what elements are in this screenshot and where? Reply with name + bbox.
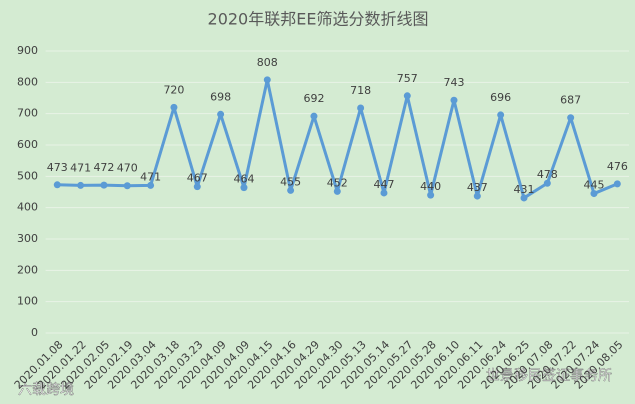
y-tick-label: 200 [17, 263, 38, 276]
data-point [543, 179, 551, 187]
data-label: 440 [420, 180, 441, 193]
y-tick-label: 300 [17, 232, 38, 245]
data-point [450, 96, 458, 104]
data-label: 757 [397, 72, 418, 85]
y-tick-label: 0 [31, 326, 38, 339]
data-label: 808 [257, 56, 278, 69]
data-point [263, 76, 271, 84]
data-label: 718 [350, 84, 371, 97]
watermark: 六载跨境 [18, 382, 74, 398]
data-label: 687 [560, 94, 581, 107]
data-label: 464 [233, 173, 254, 186]
data-label: 476 [607, 160, 628, 173]
data-point [77, 181, 85, 189]
data-point [217, 110, 225, 118]
data-label: 467 [187, 172, 208, 185]
y-tick-label: 400 [17, 201, 38, 214]
data-point [427, 191, 435, 199]
data-point [147, 181, 155, 189]
data-point [473, 192, 481, 200]
data-point [357, 104, 365, 112]
data-label: 445 [583, 179, 604, 192]
y-tick-label: 600 [17, 138, 38, 151]
y-tick-label: 500 [17, 169, 38, 182]
watermark: 世景移民签证事务所 [486, 367, 612, 384]
data-point [590, 190, 598, 198]
data-label: 470 [117, 162, 138, 175]
y-tick-label: 100 [17, 295, 38, 308]
y-tick-label: 800 [17, 75, 38, 88]
data-point [333, 187, 341, 195]
data-point [497, 111, 505, 119]
data-point [123, 182, 131, 190]
data-label: 698 [210, 90, 231, 103]
data-point [53, 181, 61, 189]
data-point [100, 181, 108, 189]
data-label: 473 [47, 161, 68, 174]
data-label: 455 [280, 175, 301, 188]
data-label: 452 [327, 176, 348, 189]
data-point [520, 194, 528, 202]
data-label: 472 [93, 161, 114, 174]
data-label: 471 [140, 170, 161, 183]
data-point [287, 186, 295, 194]
data-point [240, 184, 248, 192]
data-point [567, 114, 575, 122]
y-tick-label: 900 [17, 44, 38, 57]
data-label: 437 [467, 181, 488, 194]
data-label: 478 [537, 168, 558, 181]
data-point [403, 92, 411, 100]
data-label: 447 [373, 178, 394, 191]
data-label: 431 [513, 183, 534, 196]
data-label: 743 [443, 76, 464, 89]
data-label: 696 [490, 91, 511, 104]
data-label: 720 [163, 83, 184, 96]
y-tick-label: 700 [17, 107, 38, 120]
data-point [613, 180, 621, 188]
data-point [170, 103, 178, 111]
chart-title: 2020年联邦EE筛选分数折线图 [208, 10, 429, 29]
data-point [310, 112, 318, 120]
data-label: 471 [70, 161, 91, 174]
data-point [380, 189, 388, 197]
data-point [193, 183, 201, 191]
data-label: 692 [303, 92, 324, 105]
